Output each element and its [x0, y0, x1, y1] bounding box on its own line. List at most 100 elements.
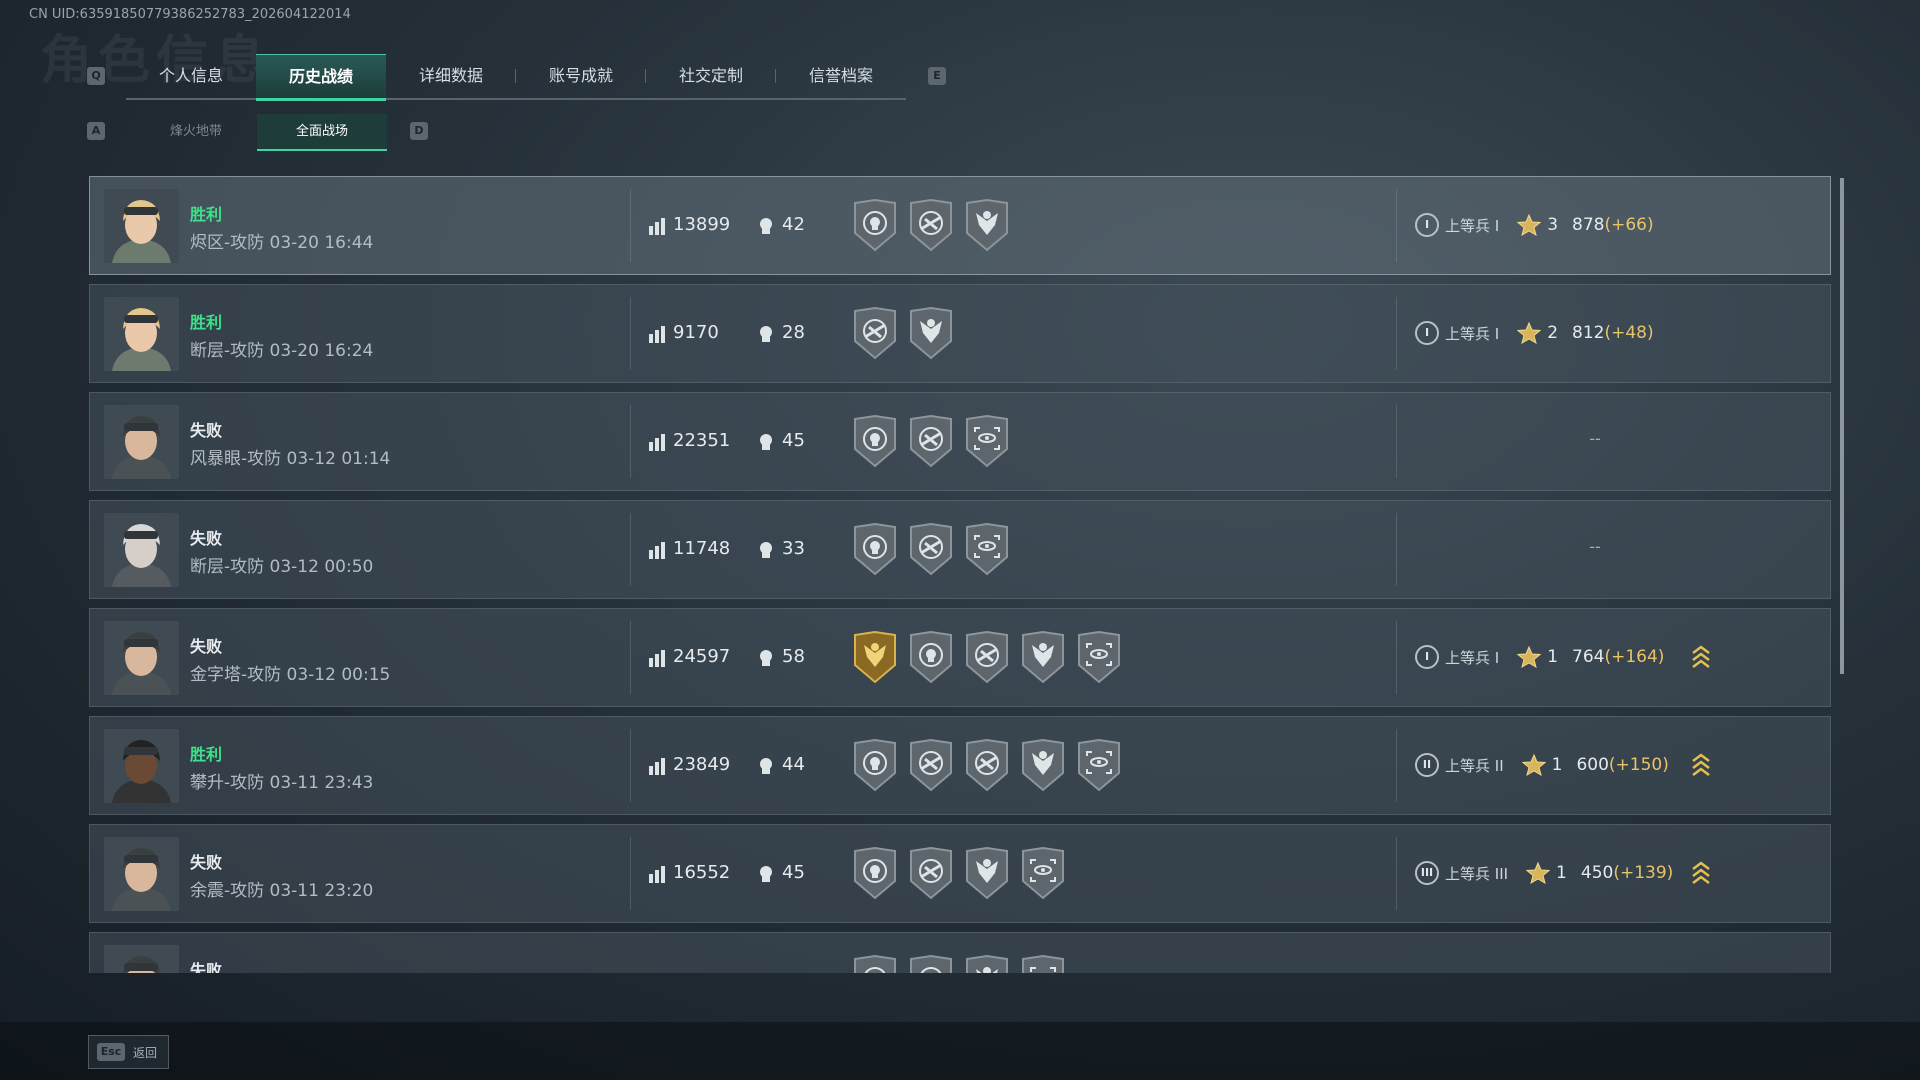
match-detail: 断层-攻防 03-12 00:50	[190, 557, 374, 577]
key-hint: Esc	[97, 1043, 125, 1061]
rank-icon: II	[1415, 753, 1439, 777]
star-icon	[1526, 862, 1551, 884]
match-result: 胜利	[190, 205, 223, 224]
rank-info: I 上等兵 I 2 812 (+48)	[1415, 321, 1654, 345]
subtab[interactable]: 全面战场	[257, 114, 387, 151]
rank-icon: I	[1415, 213, 1439, 237]
tab[interactable]: 账号成就	[516, 54, 646, 98]
match-row[interactable]: 失败 断层-攻防 03-12 00:50 11748 33 --	[89, 500, 1831, 599]
rank-info: III 上等兵 III 1 450 (+139)	[1415, 861, 1673, 885]
kills: 58	[782, 646, 805, 667]
rank-empty: --	[1589, 429, 1601, 448]
divider	[1396, 405, 1397, 478]
key-hint: A	[87, 122, 105, 140]
badge	[966, 631, 1008, 684]
key-hint: E	[928, 67, 946, 85]
kills: 45	[782, 430, 805, 451]
rank-icon: III	[1415, 861, 1439, 885]
match-row[interactable]: 胜利 断层-攻防 03-20 16:24 9170 28 I 上等兵 I 2 812 (+48)	[89, 284, 1831, 383]
divider	[630, 297, 631, 370]
match-list: 胜利 烬区-攻防 03-20 16:44 13899 42 I 上等兵 I 3 878 (+66…	[89, 176, 1834, 973]
badge	[854, 739, 896, 792]
rank-delta: (+164)	[1604, 647, 1665, 667]
match-result: 失败	[190, 529, 223, 548]
avatar	[104, 189, 179, 263]
badge	[854, 307, 896, 360]
score: 13899	[673, 214, 731, 235]
tab[interactable]: 历史战绩	[256, 54, 386, 101]
rank-info: I 上等兵 I 1 764 (+164)	[1415, 645, 1664, 669]
divider	[630, 729, 631, 802]
badge	[966, 847, 1008, 900]
rank-up-icon	[1692, 645, 1710, 668]
badge	[1022, 955, 1064, 973]
match-detail: 烬区-攻防 03-20 16:44	[190, 233, 374, 253]
match-detail: 断层-攻防 03-20 16:24	[190, 341, 374, 361]
star-count: 1	[1547, 647, 1559, 667]
match-row[interactable]: 失败 风暴眼-攻防 03-12 01:14 22351 45 --	[89, 392, 1831, 491]
badge	[854, 199, 896, 252]
key-hint: D	[410, 122, 428, 140]
rank-up-icon	[1692, 753, 1710, 776]
match-row[interactable]: 胜利 攀升-攻防 03-11 23:43 23849 44 II 上等兵 II 1 600 (+…	[89, 716, 1831, 815]
divider	[1396, 729, 1397, 802]
rank-info: II 上等兵 II 1 600 (+150)	[1415, 753, 1669, 777]
divider	[1396, 837, 1397, 910]
badge	[854, 523, 896, 576]
rank-name: 上等兵 I	[1445, 648, 1500, 667]
tab[interactable]: 社交定制	[646, 54, 776, 98]
star-count: 1	[1551, 755, 1563, 775]
badge	[910, 307, 952, 360]
badge	[966, 415, 1008, 468]
match-row[interactable]: 失败 余震-攻防 03-11 23:20 16552 45 III 上等兵 III 1 450…	[89, 824, 1831, 923]
star-count: 3	[1547, 215, 1559, 235]
tab[interactable]: 个人信息	[158, 66, 223, 85]
rank-points: 812	[1572, 323, 1605, 343]
tab[interactable]: 详细数据	[386, 54, 516, 98]
score-icon	[649, 758, 665, 775]
badge	[854, 847, 896, 900]
back-label: 返回	[133, 1045, 158, 1060]
score-icon	[649, 434, 665, 451]
avatar	[104, 405, 179, 479]
footer-bar	[0, 1022, 1920, 1080]
kills: 28	[782, 322, 805, 343]
badge	[1022, 739, 1064, 792]
badge	[1022, 631, 1064, 684]
uid: CN UID:63591850779386252783_202604122014	[29, 7, 351, 22]
score-icon	[649, 542, 665, 559]
kills-icon	[760, 434, 772, 450]
rank-points: 764	[1572, 647, 1605, 667]
match-row[interactable]: 胜利 烬区-攻防 03-20 16:44 13899 42 I 上等兵 I 3 878 (+66…	[89, 176, 1831, 275]
back-button[interactable]: Esc 返回	[88, 1035, 169, 1069]
divider	[630, 621, 631, 694]
rank-name: 上等兵 I	[1445, 216, 1500, 235]
tab[interactable]: 信誉档案	[808, 66, 873, 85]
match-result: 失败	[190, 853, 223, 872]
kills: 44	[782, 754, 805, 775]
kills-icon	[760, 650, 772, 666]
score: 11748	[673, 538, 731, 559]
avatar	[104, 729, 179, 803]
kills-icon	[760, 542, 772, 558]
rank-delta: (+150)	[1608, 755, 1669, 775]
avatar	[104, 837, 179, 911]
key-hint: Q	[87, 67, 105, 85]
rank-points: 878	[1572, 215, 1605, 235]
badge	[854, 955, 896, 973]
badge	[1078, 739, 1120, 792]
kills-icon	[760, 326, 772, 342]
match-row[interactable]: 失败	[89, 932, 1831, 973]
divider	[630, 189, 631, 262]
rank-delta: (+48)	[1604, 323, 1654, 343]
scrollbar[interactable]	[1840, 178, 1844, 674]
match-result: 失败	[190, 637, 223, 656]
match-detail: 风暴眼-攻防 03-12 01:14	[190, 449, 391, 469]
badge	[910, 955, 952, 973]
badge	[910, 199, 952, 252]
subtab[interactable]: 烽火地带	[169, 124, 222, 139]
badge	[910, 523, 952, 576]
match-row[interactable]: 失败 金字塔-攻防 03-12 00:15 24597 58 I 上等兵 I 1 764 (+1…	[89, 608, 1831, 707]
badge	[910, 415, 952, 468]
